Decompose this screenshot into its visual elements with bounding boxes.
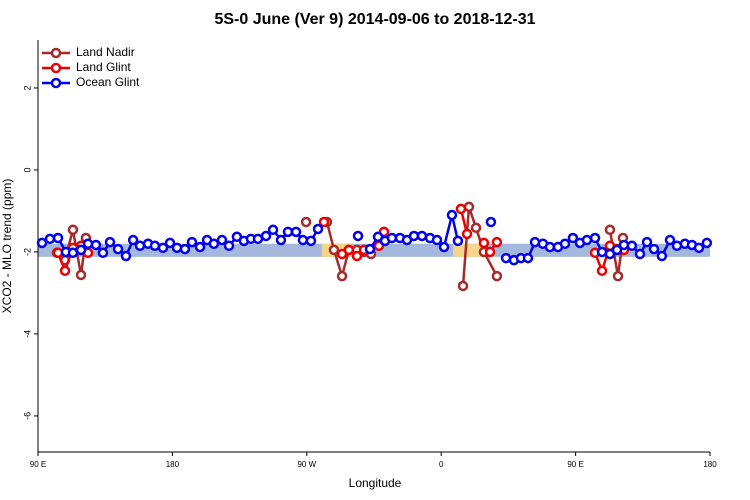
x-tick-label: 90 E <box>567 460 583 469</box>
x-tick-label: 0 <box>439 460 444 469</box>
data-point <box>157 242 169 254</box>
data-point <box>75 269 87 281</box>
data-point <box>416 230 428 242</box>
data-point <box>544 241 556 253</box>
data-point <box>179 243 191 255</box>
data-point <box>134 240 146 252</box>
x-axis-label: Longitude <box>349 476 402 490</box>
data-point <box>343 244 355 256</box>
data-point <box>596 265 608 277</box>
data-point <box>305 235 317 247</box>
data-point <box>186 236 198 248</box>
data-point <box>634 248 646 260</box>
data-point <box>300 216 312 228</box>
legend-label: Ocean Glint <box>76 75 140 89</box>
data-point <box>452 235 464 247</box>
data-point <box>438 241 450 253</box>
data-point <box>604 224 616 236</box>
data-point <box>104 236 116 248</box>
data-point <box>470 222 482 234</box>
data-point <box>90 239 102 251</box>
y-tick-label: 2 <box>22 85 32 90</box>
data-point <box>431 234 443 246</box>
data-point <box>127 234 139 246</box>
x-tick-label: 90 W <box>297 460 316 469</box>
data-point <box>581 234 593 246</box>
data-point <box>656 250 668 262</box>
data-point <box>693 242 705 254</box>
data-point <box>194 241 206 253</box>
data-point <box>455 203 467 215</box>
data-point <box>36 237 48 249</box>
data-point <box>463 201 475 213</box>
data-point <box>478 237 490 249</box>
data-point <box>290 226 302 238</box>
data-point <box>318 216 330 228</box>
data-point <box>82 238 94 249</box>
data-point <box>328 244 340 256</box>
legend-marker <box>50 77 62 89</box>
data-point <box>491 270 503 282</box>
chart-title: 5S-0 June (Ver 9) 2014-09-06 to 2018-12-… <box>214 11 535 28</box>
data-point <box>171 242 183 254</box>
data-point <box>664 234 676 246</box>
data-point <box>351 250 363 262</box>
data-point <box>611 244 623 256</box>
x-tick-label: 180 <box>166 460 180 469</box>
data-point <box>52 232 64 244</box>
legend-label: Land Nadir <box>76 45 135 59</box>
data-point <box>149 240 161 252</box>
data-point <box>386 232 398 244</box>
highlight <box>453 243 484 257</box>
data-point <box>457 280 469 292</box>
data-point <box>312 223 324 235</box>
data-point <box>260 230 272 242</box>
legend-marker <box>50 62 62 74</box>
data-point <box>701 237 713 249</box>
data-point <box>297 234 309 246</box>
data-point <box>589 232 601 244</box>
data-point <box>364 243 376 255</box>
data-point <box>336 270 348 282</box>
data-point <box>484 246 496 258</box>
data-point <box>275 234 287 246</box>
data-point <box>59 265 71 277</box>
data-point <box>626 240 638 252</box>
data-point <box>216 234 228 246</box>
data-point <box>67 224 79 236</box>
data-point <box>485 216 497 228</box>
x-tick-label: 90 E <box>30 460 46 469</box>
y-tick-label: -6 <box>22 412 32 420</box>
data-point <box>164 237 176 249</box>
legend-marker <box>50 47 62 59</box>
data-point <box>267 224 279 236</box>
data-point <box>120 250 132 262</box>
data-point <box>567 232 579 244</box>
data-point <box>252 233 264 245</box>
data-point <box>97 247 109 259</box>
y-axis-label: XCO2 - MLO trend (ppm) <box>0 179 14 314</box>
data-point <box>352 230 364 242</box>
data-point <box>67 247 79 259</box>
data-point <box>208 238 220 249</box>
data-point <box>559 238 571 249</box>
data-point <box>612 270 624 282</box>
legend-label: Land Glint <box>76 60 131 74</box>
y-tick-label: -4 <box>22 330 32 338</box>
data-point <box>491 236 503 248</box>
y-tick-label: 0 <box>22 167 32 172</box>
data-point <box>223 240 235 252</box>
data-point <box>461 228 473 240</box>
data-point <box>522 252 534 264</box>
data-point <box>446 209 458 221</box>
x-tick-label: 180 <box>703 460 717 469</box>
data-point <box>44 233 56 245</box>
data-point <box>112 243 124 255</box>
data-point <box>648 243 660 255</box>
data-point <box>75 244 87 256</box>
data-point <box>641 236 653 248</box>
y-tick-label: -2 <box>22 248 32 256</box>
data-point <box>282 226 294 238</box>
